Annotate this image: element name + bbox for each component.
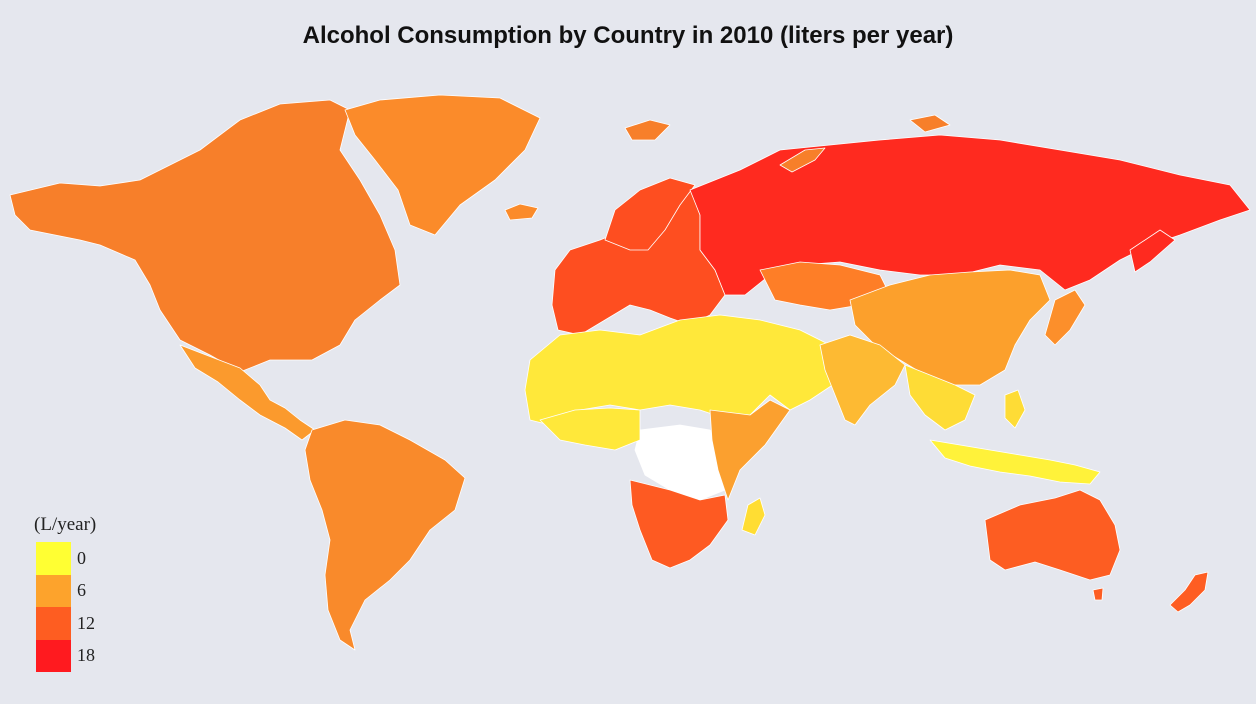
region-southeast-asia — [904, 364, 976, 431]
region-arctic-islands — [624, 114, 951, 173]
region-philippines — [1004, 389, 1026, 429]
region-india — [819, 334, 906, 426]
legend-swatch — [36, 639, 71, 672]
legend-item: 6 — [36, 574, 96, 607]
legend-swatch — [36, 542, 71, 575]
map-title: Alcohol Consumption by Country in 2010 (… — [302, 22, 954, 49]
region-north-america — [9, 99, 401, 373]
region-iceland — [504, 203, 539, 221]
region-new-zealand — [1169, 571, 1209, 613]
region-australia — [984, 489, 1121, 581]
region-russia-far-east — [1129, 229, 1176, 273]
legend: (L/year) 0 6 12 18 — [34, 514, 97, 672]
legend-label: 12 — [77, 612, 95, 633]
region-scandinavia — [604, 177, 696, 251]
legend-item: 0 — [36, 542, 96, 575]
legend-label: 18 — [77, 645, 95, 666]
region-southern-africa — [629, 479, 729, 569]
region-east-africa — [709, 399, 791, 501]
legend-title: (L/year) — [34, 514, 97, 535]
region-mexico-central-america — [179, 344, 316, 441]
region-russia — [689, 134, 1251, 296]
region-madagascar — [741, 497, 766, 536]
legend-item: 12 — [36, 607, 96, 640]
region-japan — [1044, 289, 1086, 346]
legend-items: 0 6 12 18 — [36, 542, 96, 672]
legend-label: 0 — [77, 547, 86, 568]
region-central-africa — [634, 424, 731, 501]
region-south-america — [304, 419, 466, 651]
region-west-africa — [539, 407, 641, 451]
legend-item: 18 — [36, 639, 96, 672]
legend-label: 6 — [77, 580, 86, 601]
region-greenland — [344, 94, 541, 236]
region-tasmania — [1092, 587, 1104, 601]
legend-swatch — [36, 574, 71, 607]
legend-swatch — [36, 607, 71, 640]
region-indonesia — [929, 439, 1101, 485]
